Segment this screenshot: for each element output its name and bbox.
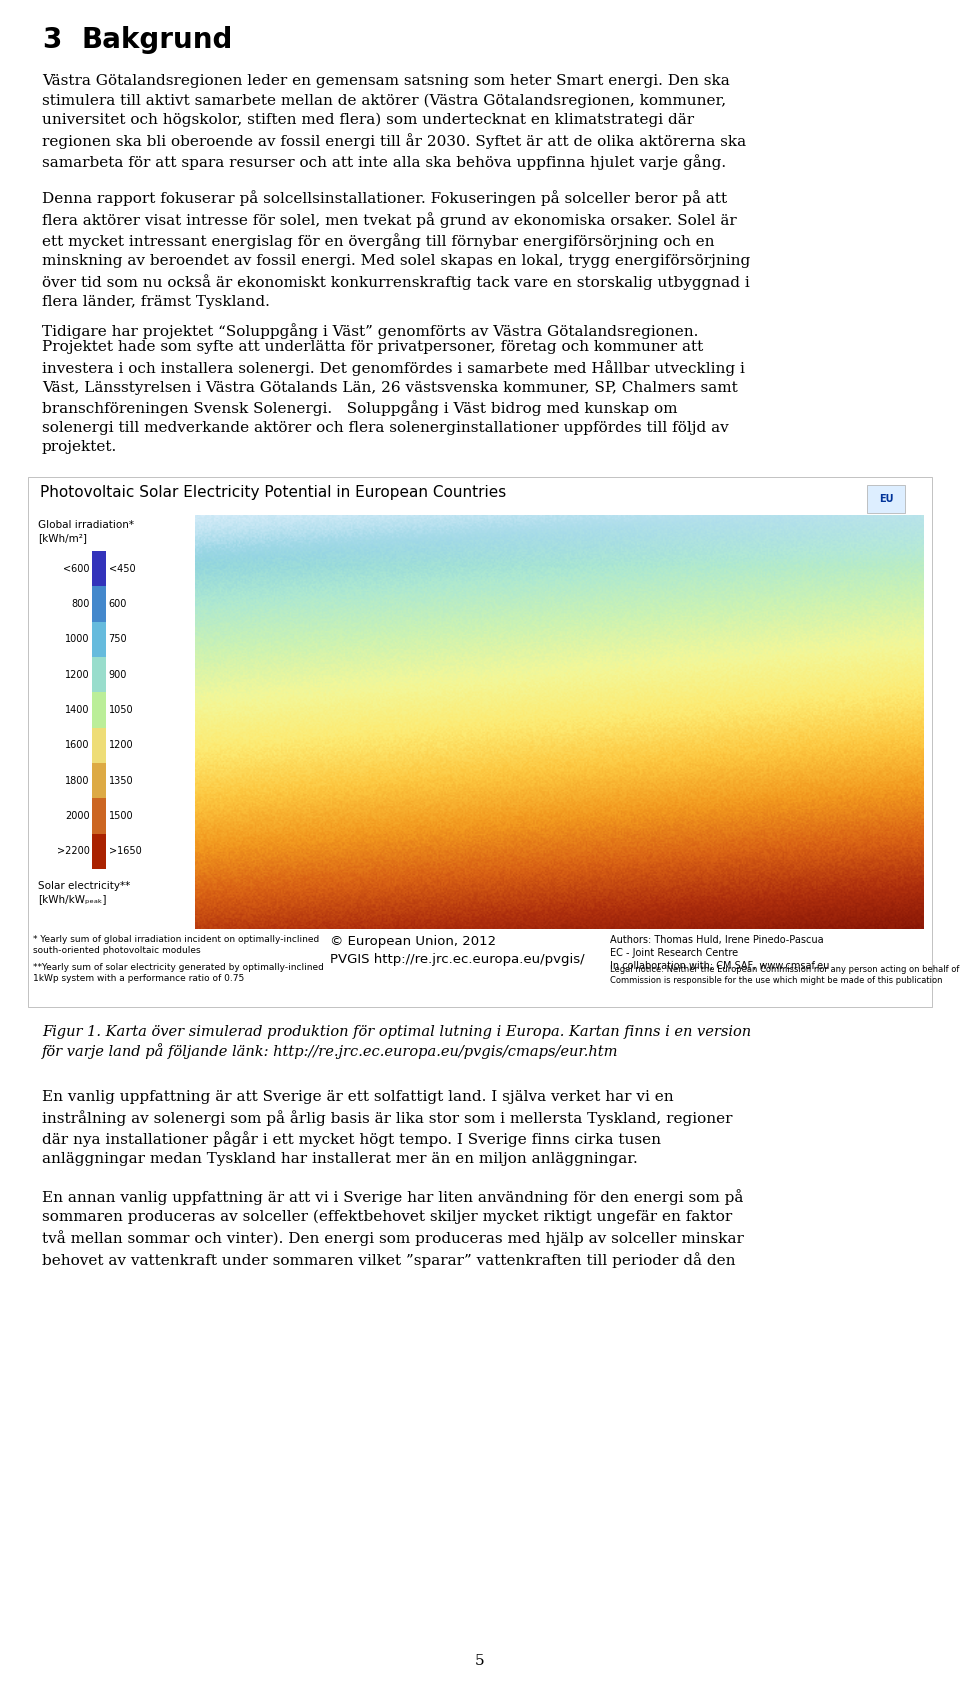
Bar — [92, 551, 106, 587]
Text: för varje land på följande länk: http://re.jrc.ec.europa.eu/pvgis/cmaps/eur.htm: för varje land på följande länk: http://… — [42, 1044, 618, 1059]
Text: 1400: 1400 — [65, 705, 90, 715]
Text: 1350: 1350 — [108, 776, 133, 786]
Text: Figur 1. Karta över simulerad produktion för optimal lutning i Europa. Kartan fi: Figur 1. Karta över simulerad produktion… — [42, 1025, 751, 1039]
Text: Photovoltaic Solar Electricity Potential in European Countries: Photovoltaic Solar Electricity Potential… — [40, 486, 506, 501]
Text: 1500: 1500 — [108, 811, 133, 821]
Text: 1000: 1000 — [65, 634, 90, 644]
Text: 1200: 1200 — [108, 740, 133, 750]
Text: >1650: >1650 — [108, 846, 141, 856]
Bar — [92, 799, 106, 833]
Text: Global irradiation*: Global irradiation* — [37, 519, 133, 529]
Text: * Yearly sum of global irradiation incident on optimally-inclined
south-oriented: * Yearly sum of global irradiation incid… — [33, 936, 320, 954]
Text: Solar electricity**: Solar electricity** — [37, 882, 131, 890]
Text: Legal notice: Neither the European Commission nor any person acting on behalf of: Legal notice: Neither the European Commi… — [610, 964, 960, 985]
Text: En annan vanlig uppfattning är att vi i Sverige har liten användning för den ene: En annan vanlig uppfattning är att vi i … — [42, 1189, 744, 1268]
Text: 5: 5 — [475, 1654, 485, 1667]
Text: <600: <600 — [63, 563, 90, 573]
Text: [kWh/m²]: [kWh/m²] — [37, 533, 87, 543]
Text: 3: 3 — [42, 25, 61, 54]
Text: 800: 800 — [72, 599, 90, 609]
Text: Bakgrund: Bakgrund — [82, 25, 233, 54]
Text: Tidigare har projektet “Soluppgång i Väst” genomförts av Västra Götalandsregione: Tidigare har projektet “Soluppgång i Väs… — [42, 324, 698, 339]
Text: 1600: 1600 — [65, 740, 90, 750]
Bar — [92, 658, 106, 693]
Bar — [92, 622, 106, 658]
Bar — [92, 833, 106, 868]
Bar — [28, 477, 932, 1007]
Text: 1800: 1800 — [65, 776, 90, 786]
Bar — [92, 728, 106, 764]
Text: [kWh/kWₚₑₐₖ]: [kWh/kWₚₑₐₖ] — [37, 894, 107, 904]
Text: Denna rapport fokuserar på solcellsinstallationer. Fokuseringen på solceller ber: Denna rapport fokuserar på solcellsinsta… — [42, 191, 751, 309]
Text: 1200: 1200 — [65, 669, 90, 679]
Text: Authors: Thomas Huld, Irene Pinedo-Pascua
EC - Joint Research Centre
In collabor: Authors: Thomas Huld, Irene Pinedo-Pascu… — [610, 936, 829, 971]
Text: EU: EU — [878, 494, 893, 504]
Text: **Yearly sum of solar electricity generated by optimally-inclined
1kWp system wi: **Yearly sum of solar electricity genera… — [33, 963, 324, 983]
Text: Västra Götalandsregionen leder en gemensam satsning som heter Smart energi. Den : Västra Götalandsregionen leder en gemens… — [42, 74, 746, 170]
Bar — [92, 693, 106, 728]
Text: © European Union, 2012
PVGIS http://re.jrc.ec.europa.eu/pvgis/: © European Union, 2012 PVGIS http://re.j… — [330, 936, 585, 966]
Text: 1050: 1050 — [108, 705, 133, 715]
Text: 900: 900 — [108, 669, 127, 679]
Text: En vanlig uppfattning är att Sverige är ett solfattigt land. I själva verket har: En vanlig uppfattning är att Sverige är … — [42, 1091, 732, 1167]
Bar — [92, 587, 106, 622]
Bar — [867, 486, 905, 513]
Bar — [92, 764, 106, 799]
Text: Projektet hade som syfte att underlätta för privatpersoner, företag och kommuner: Projektet hade som syfte att underlätta … — [42, 341, 745, 454]
Text: 600: 600 — [108, 599, 127, 609]
Text: <450: <450 — [108, 563, 135, 573]
Text: 750: 750 — [108, 634, 127, 644]
Text: 2000: 2000 — [65, 811, 90, 821]
Text: >2200: >2200 — [57, 846, 90, 856]
